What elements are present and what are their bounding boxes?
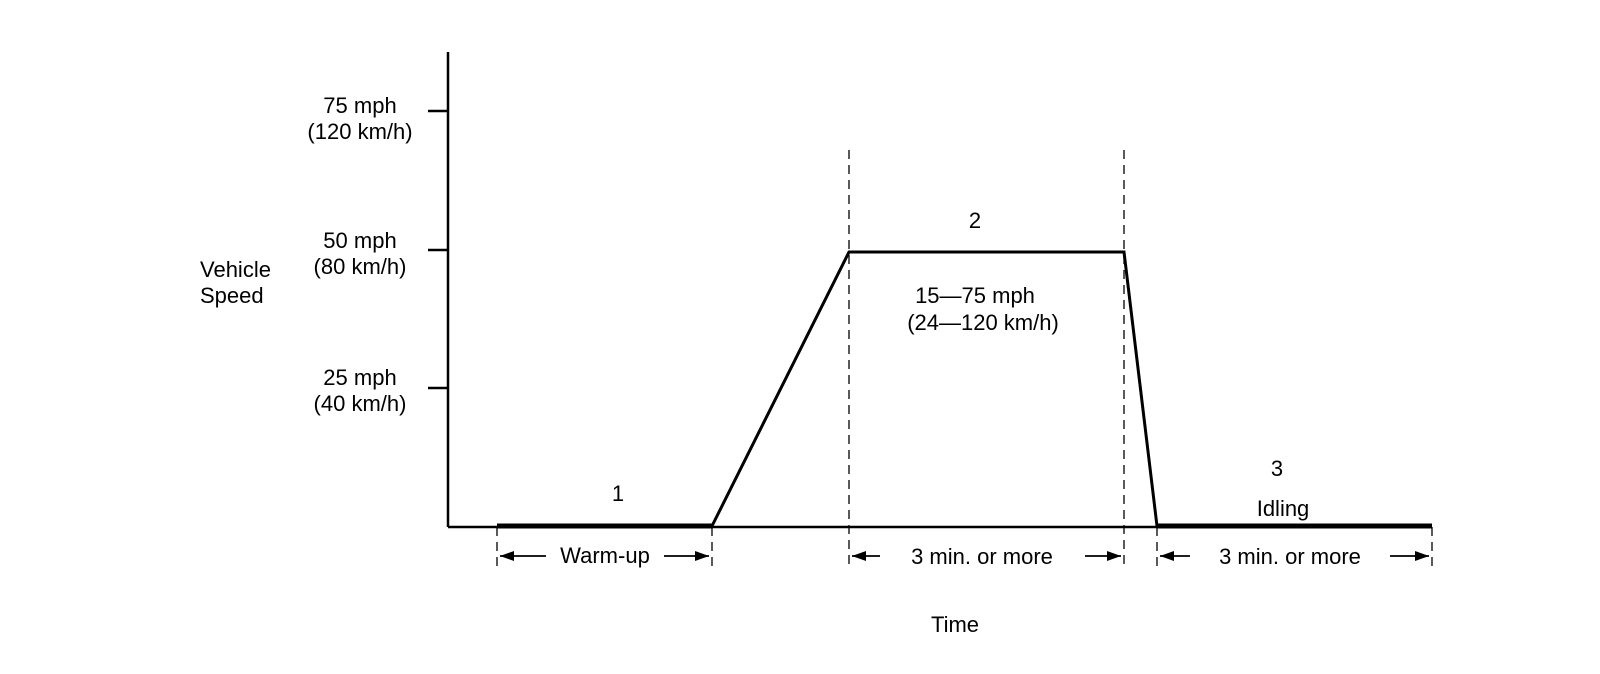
speed-profile-line [710,250,1159,527]
cruise-range-kmh: (24—120 km/h) [907,310,1059,335]
phase-3-arrowhead-right [1415,551,1429,561]
y-tick-label-75-kmh: (120 km/h) [307,119,412,144]
phase-3-duration-label: 3 min. or more [1219,544,1361,569]
y-axis-title-line-2: Speed [200,283,264,308]
warm-up-arrowhead-right [695,551,709,561]
phase-1-number: 1 [612,481,624,506]
phase-1-duration-label: Warm-up [560,543,650,568]
y-tick-label-75-mph: 75 mph [323,93,396,118]
phase-2-duration-label: 3 min. or more [911,544,1053,569]
y-tick-label-50-mph: 50 mph [323,228,396,253]
phase-3-note: Idling [1257,496,1310,521]
x-axis-title: Time [931,612,979,637]
phase-2-arrowhead-right [1107,551,1121,561]
phase-3-number: 3 [1271,456,1283,481]
y-tick-label-50-kmh: (80 km/h) [314,254,407,279]
y-axis-title-line-1: Vehicle [200,257,271,282]
phase-2-arrowhead-left [852,551,866,561]
phase-3-arrowhead-left [1160,551,1174,561]
phase-2-number: 2 [969,208,981,233]
y-tick-label-25-mph: 25 mph [323,365,396,390]
cruise-range-mph: 15—75 mph [915,283,1035,308]
warm-up-arrowhead-left [500,551,514,561]
y-tick-label-25-kmh: (40 km/h) [314,391,407,416]
